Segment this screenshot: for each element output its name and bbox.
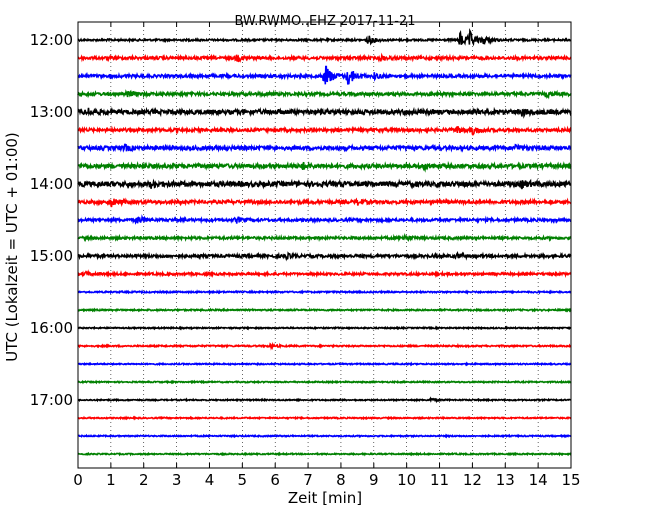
- trace-1530: [77, 289, 572, 295]
- x-tick-label: 13: [496, 471, 515, 489]
- x-tick-label: 12: [463, 471, 482, 489]
- trace-1730: [77, 433, 572, 439]
- y-tick-label: 12:00: [30, 31, 73, 49]
- trace-1745: [77, 451, 572, 457]
- trace-1430: [77, 214, 572, 225]
- y-axis-ticks: 12:00 13:00 14:00 15:00 16:00 17:00: [30, 31, 571, 409]
- trace-1400: [77, 178, 572, 190]
- y-tick-label: 17:00: [30, 391, 73, 409]
- trace-1700: [77, 396, 572, 404]
- x-tick-label: 10: [397, 471, 416, 489]
- x-axis-label: Zeit [min]: [288, 489, 362, 507]
- trace-1415: [77, 197, 572, 208]
- trace-1300: [77, 106, 572, 119]
- y-tick-label: 16:00: [30, 319, 73, 337]
- y-tick-label: 14:00: [30, 175, 73, 193]
- x-tick-label: 11: [430, 471, 449, 489]
- trace-1245: [77, 89, 572, 100]
- trace-1445: [77, 232, 572, 243]
- trace-1600: [77, 325, 572, 331]
- x-tick-label: 9: [369, 471, 379, 489]
- x-tick-label: 15: [561, 471, 580, 489]
- trace-1715: [77, 415, 572, 421]
- x-tick-label: 6: [270, 471, 280, 489]
- trace-1645: [77, 379, 572, 385]
- x-axis-ticks: 0 1 2 3 4 5 6 7 8 9 10 11 12 13 14 15: [73, 22, 581, 489]
- x-tick-label: 3: [172, 471, 182, 489]
- x-tick-label: 2: [139, 471, 149, 489]
- x-tick-label: 7: [303, 471, 313, 489]
- trace-1545: [77, 307, 572, 313]
- trace-1615: [77, 341, 572, 351]
- x-tick-label: 1: [106, 471, 116, 489]
- trace-1500: [77, 250, 572, 262]
- trace-1215: [77, 52, 572, 63]
- trace-1230: [77, 65, 572, 85]
- trace-1315: [77, 125, 572, 136]
- trace-1515: [77, 269, 572, 279]
- trace-1630: [77, 361, 572, 367]
- trace-1330: [77, 143, 572, 153]
- x-tick-label: 14: [529, 471, 548, 489]
- y-axis-label: UTC (Lokalzeit = UTC + 01:00): [3, 132, 21, 362]
- x-tick-label: 8: [336, 471, 346, 489]
- x-tick-label: 0: [73, 471, 83, 489]
- trace-group: [77, 28, 572, 457]
- trace-1200: [77, 28, 572, 47]
- x-tick-label: 5: [238, 471, 248, 489]
- y-tick-label: 15:00: [30, 247, 73, 265]
- trace-1345: [77, 160, 572, 173]
- y-tick-label: 13:00: [30, 103, 73, 121]
- x-tick-label: 4: [205, 471, 215, 489]
- plot-frame: [77, 21, 572, 469]
